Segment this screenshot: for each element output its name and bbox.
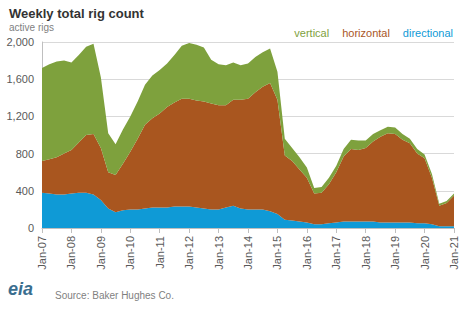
- svg-text:Jan-15: Jan-15: [271, 236, 283, 270]
- svg-text:800: 800: [16, 148, 34, 160]
- svg-text:2,000: 2,000: [6, 36, 34, 48]
- svg-text:Jan-20: Jan-20: [419, 236, 431, 270]
- svg-text:1,600: 1,600: [6, 73, 34, 85]
- svg-text:Jan-11: Jan-11: [154, 236, 166, 269]
- svg-text:vertical: vertical: [294, 27, 329, 39]
- svg-text:Jan-07: Jan-07: [36, 236, 48, 270]
- svg-text:Jan-09: Jan-09: [95, 236, 107, 270]
- svg-text:1,200: 1,200: [6, 110, 34, 122]
- svg-text:Jan-17: Jan-17: [330, 236, 342, 270]
- svg-text:Jan-21: Jan-21: [448, 236, 460, 270]
- svg-text:directional: directional: [403, 27, 453, 39]
- svg-text:horizontal: horizontal: [342, 27, 390, 39]
- svg-text:400: 400: [16, 185, 34, 197]
- svg-text:0: 0: [28, 222, 34, 234]
- svg-text:Jan-14: Jan-14: [242, 236, 254, 270]
- svg-text:eia: eia: [8, 279, 33, 299]
- svg-text:Jan-19: Jan-19: [389, 236, 401, 270]
- svg-text:Weekly total rig count: Weekly total rig count: [9, 6, 145, 21]
- svg-text:Jan-16: Jan-16: [301, 236, 313, 270]
- svg-text:Jan-18: Jan-18: [360, 236, 372, 270]
- svg-text:Jan-13: Jan-13: [213, 236, 225, 270]
- svg-text:Jan-08: Jan-08: [65, 236, 77, 270]
- svg-text:Source: Baker Hughes Co.: Source: Baker Hughes Co.: [55, 290, 174, 301]
- svg-text:Jan-12: Jan-12: [183, 236, 195, 270]
- svg-text:Jan-10: Jan-10: [124, 236, 136, 270]
- svg-text:active rigs: active rigs: [9, 22, 54, 33]
